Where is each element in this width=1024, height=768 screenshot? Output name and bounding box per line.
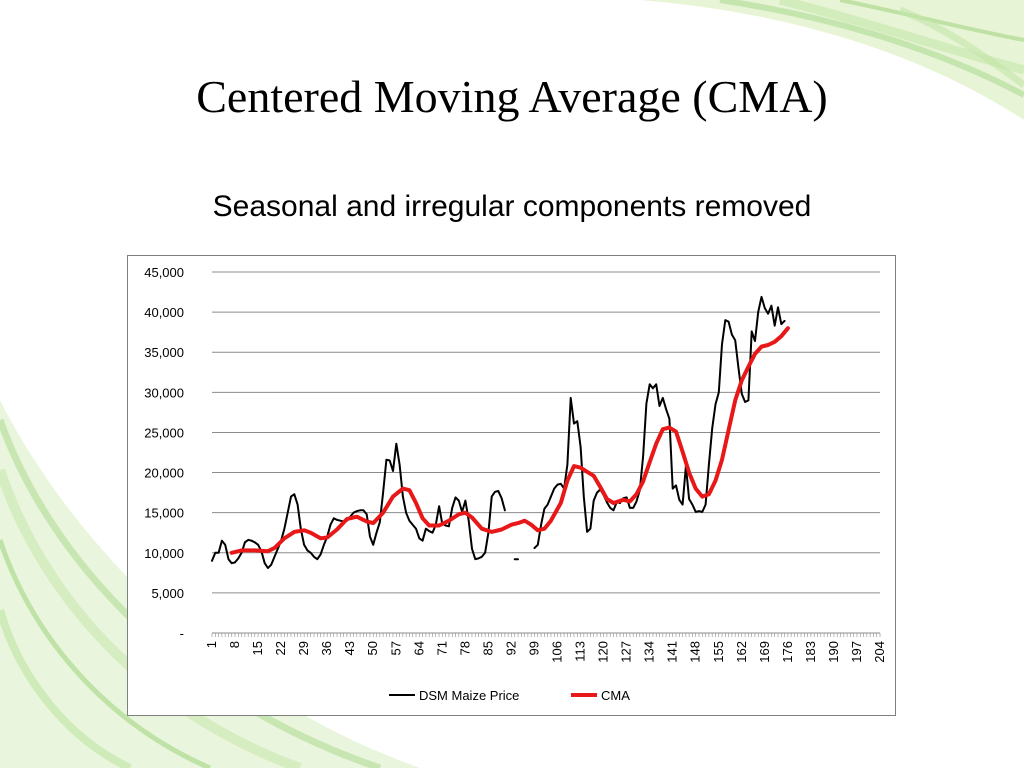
x-tick-label: 29 bbox=[296, 641, 311, 655]
x-tick-label: 176 bbox=[780, 641, 795, 663]
x-tick-label: 141 bbox=[665, 641, 680, 663]
x-tick-label: 127 bbox=[619, 641, 634, 663]
y-tick-label: 25,000 bbox=[144, 425, 184, 440]
gridlines bbox=[212, 271, 880, 594]
y-tick-label: 15,000 bbox=[144, 506, 184, 521]
x-tick-label: 183 bbox=[803, 641, 818, 663]
legend-label: DSM Maize Price bbox=[419, 688, 519, 703]
y-tick-label: 45,000 bbox=[144, 265, 184, 280]
x-tick-label: 36 bbox=[319, 641, 334, 655]
x-tick-label: 92 bbox=[503, 641, 518, 655]
x-tick-label: 204 bbox=[872, 641, 887, 663]
x-tick-label: 50 bbox=[365, 641, 380, 655]
x-tick-label: 71 bbox=[434, 641, 449, 655]
slide-subtitle: Seasonal and irregular components remove… bbox=[212, 190, 812, 223]
x-tick-label: 113 bbox=[573, 641, 588, 662]
series-line-cma bbox=[229, 326, 790, 555]
legend-label: CMA bbox=[601, 688, 630, 703]
x-tick-label: 85 bbox=[480, 641, 495, 655]
y-tick-label: 35,000 bbox=[144, 345, 184, 360]
x-tick-label: 148 bbox=[688, 641, 703, 663]
x-tick-label: 169 bbox=[757, 641, 772, 663]
chart-frame bbox=[127, 255, 896, 716]
x-tick-label: 134 bbox=[642, 641, 657, 663]
x-tick-label: 99 bbox=[526, 641, 541, 655]
x-tick-label: 155 bbox=[711, 641, 726, 663]
x-tick-label: 78 bbox=[457, 641, 472, 655]
x-tick-label: 22 bbox=[273, 641, 288, 655]
y-tick-label: 40,000 bbox=[144, 305, 184, 320]
x-tick-label: 8 bbox=[227, 641, 242, 648]
x-tick-label: 120 bbox=[596, 641, 611, 663]
axes: - 5,000 10,000 15,000 20,000 25,000 30,000 35,0… bbox=[144, 265, 887, 663]
x-tick-label: 64 bbox=[411, 641, 426, 655]
line-chart: - 5,000 10,000 15,000 20,000 25,000 30,000 35,0… bbox=[144, 265, 887, 703]
legend: DSM Maize Price CMA bbox=[389, 688, 630, 703]
series-lines bbox=[211, 295, 790, 569]
y-tick-label: 20,000 bbox=[144, 466, 184, 481]
y-tick-label: - bbox=[180, 626, 184, 641]
x-tick-label: 15 bbox=[250, 641, 265, 655]
x-tick-label: 197 bbox=[849, 641, 864, 663]
x-tick-label: 1 bbox=[204, 641, 219, 648]
y-tick-label: 30,000 bbox=[144, 385, 184, 400]
x-tick-label: 57 bbox=[388, 641, 403, 655]
x-tick-label: 190 bbox=[826, 641, 841, 663]
x-tick-label: 43 bbox=[342, 641, 357, 655]
y-tick-label: 10,000 bbox=[144, 546, 184, 561]
x-tick-label: 162 bbox=[734, 641, 749, 663]
x-tick-label: 106 bbox=[550, 641, 565, 663]
y-tick-label: 5,000 bbox=[151, 586, 184, 601]
slide-title: Centered Moving Average (CMA) bbox=[196, 71, 828, 122]
